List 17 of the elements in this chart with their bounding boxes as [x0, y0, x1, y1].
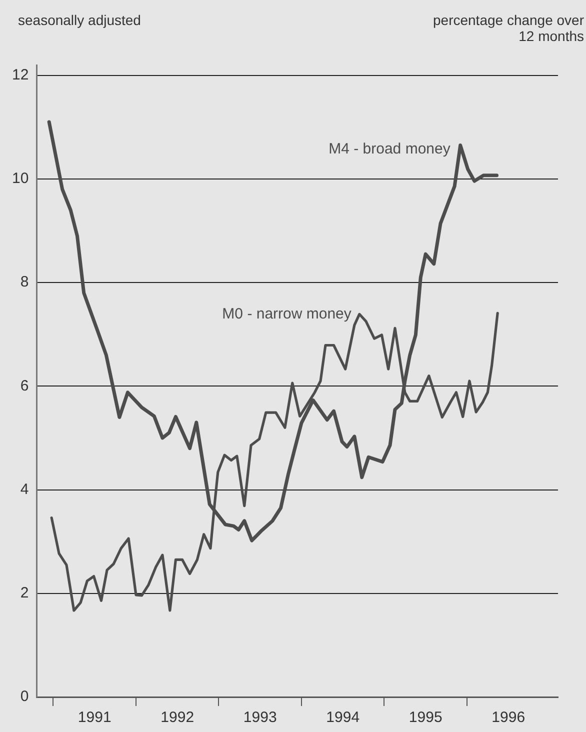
y-axis-title: percentage change over 12 months [432, 12, 584, 44]
series-label: M0 - narrow money [222, 305, 352, 322]
y-tick-label: 10 [12, 170, 29, 188]
x-tick-label: 1991 [78, 709, 112, 726]
x-tick-label: 1994 [326, 709, 360, 726]
x-tick-label: 1992 [160, 709, 194, 726]
x-tick-label: 1996 [492, 709, 526, 726]
y-tick-label: 0 [20, 688, 29, 706]
x-tick-label: 1995 [408, 709, 442, 726]
y-tick-label: 6 [20, 377, 29, 394]
x-tick-label: 1993 [243, 709, 277, 726]
series-label: M4 - broad money [328, 140, 451, 158]
y-tick-label: 4 [20, 480, 29, 498]
y-tick-label: 8 [20, 274, 29, 291]
y-tick-label: 2 [20, 584, 29, 602]
y-tick-label: 12 [12, 66, 29, 84]
chart-subtitle: seasonally adjusted [18, 12, 141, 28]
